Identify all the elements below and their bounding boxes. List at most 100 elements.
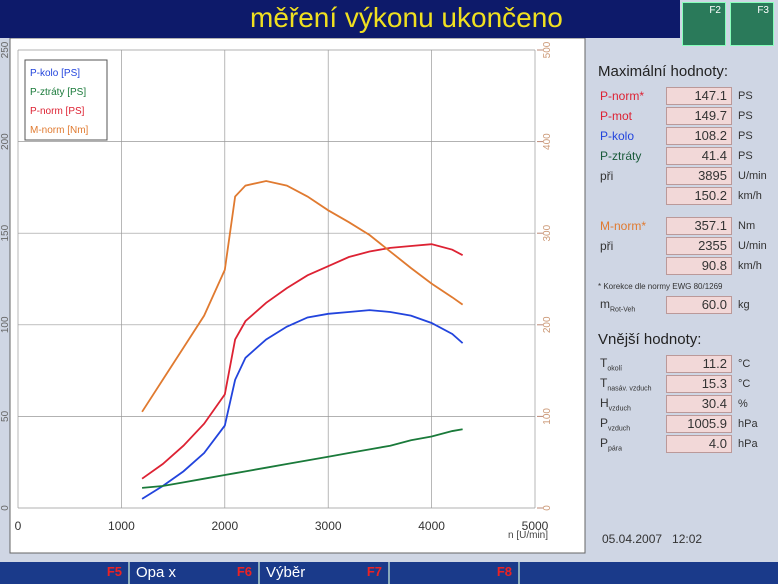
row-unit: % xyxy=(738,398,748,410)
label-sub: nasáv. vzduch xyxy=(607,385,652,393)
function-bar: F5 Opa x F6 Výběr F7 F8 xyxy=(0,562,778,584)
value-row: M-norm* 357.1 Nm xyxy=(590,216,778,236)
value-row: Tnasáv. vzduch 15.3 °C xyxy=(590,374,778,394)
row-value: 1005.9 xyxy=(666,415,732,433)
row-label: P-kolo xyxy=(600,129,635,143)
value-row: 150.2 km/h xyxy=(590,186,778,206)
series-line xyxy=(141,243,464,480)
value-row: P-ztráty 41.4 PS xyxy=(590,146,778,166)
function-key[interactable]: F5 xyxy=(0,562,130,584)
key-label: Výběr xyxy=(266,564,306,581)
row-label: Tnasáv. vzduch xyxy=(590,376,666,392)
value-row: Ppára 4.0 hPa xyxy=(590,434,778,454)
row-value: 30.4 xyxy=(666,395,732,413)
series-line xyxy=(142,428,463,489)
row-value: 149.7 xyxy=(666,107,732,125)
y2-tick-label: 0 xyxy=(542,505,553,511)
row-unit: km/h xyxy=(738,190,762,202)
row-unit: PS xyxy=(738,110,753,122)
row-value: 90.8 xyxy=(666,257,732,275)
row-label: M-norm* xyxy=(600,219,647,233)
row-unit: hPa xyxy=(738,418,758,430)
series-line xyxy=(141,309,464,500)
key-code: F7 xyxy=(366,564,382,579)
y-tick-label: 200 xyxy=(0,133,11,150)
row-label: P-norm* xyxy=(600,89,645,103)
x-tick-label: 5000 xyxy=(522,519,549,533)
row-value: 4.0 xyxy=(666,435,732,453)
row-value: 60.0 xyxy=(666,296,732,314)
label-main: m xyxy=(600,296,610,311)
row-unit: PS xyxy=(738,150,753,162)
value-row: mRot-Veh 60.0 kg xyxy=(590,295,778,315)
row-label: při xyxy=(600,169,614,183)
value-row: Hvzduch 30.4% xyxy=(590,394,778,414)
function-key[interactable]: Výběr F7 xyxy=(260,562,390,584)
x-tick-label: 2000 xyxy=(211,519,238,533)
value-row: při 3895 U/min xyxy=(590,166,778,186)
date-time: 05.04.2007 12:02 xyxy=(602,532,703,546)
header: měření výkonu ukončeno xyxy=(0,0,680,38)
label-sub: okolí xyxy=(607,365,623,373)
row-unit: hPa xyxy=(738,438,758,450)
value-row: P-norm* 147.1 PS xyxy=(590,86,778,106)
y2-tick-label: 400 xyxy=(542,133,553,150)
row-unit: km/h xyxy=(738,260,762,272)
row-label: Hvzduch xyxy=(590,396,666,412)
row-unit: PS xyxy=(738,90,753,102)
row-unit: °C xyxy=(738,378,751,390)
function-key[interactable]: F8 xyxy=(390,562,520,584)
row-label: Tokolí xyxy=(590,356,666,372)
value-row: 90.8 km/h xyxy=(590,256,778,276)
label-main: H xyxy=(600,395,609,410)
row-value: 15.3 xyxy=(666,375,732,393)
f2-key[interactable]: F2 xyxy=(682,2,726,46)
row-unit: kg xyxy=(738,299,750,311)
row-value: 2355 xyxy=(666,237,732,255)
x-tick-label: 3000 xyxy=(315,519,342,533)
row-label: Pvzduch xyxy=(590,416,666,432)
x-axis-label: n [U/min] xyxy=(508,530,548,541)
y-tick-label: 50 xyxy=(0,410,11,422)
y-tick-label: 100 xyxy=(0,316,11,333)
y2-tick-label: 300 xyxy=(542,224,553,241)
row-unit: Nm xyxy=(738,220,756,232)
row-value: 357.1 xyxy=(666,217,732,235)
y-tick-label: 150 xyxy=(0,224,11,241)
row-unit: U/min xyxy=(738,170,767,182)
row-unit: U/min xyxy=(738,240,767,252)
legend-entry: M-norm [Nm] xyxy=(30,125,89,136)
row-label: při xyxy=(600,239,614,253)
row-value: 147.1 xyxy=(666,87,732,105)
value-row: Pvzduch 1005.9 hPa xyxy=(590,414,778,434)
label-main: P xyxy=(600,415,609,430)
row-label: mRot-Veh xyxy=(590,297,666,313)
legend-box xyxy=(24,59,108,141)
key-code: F6 xyxy=(236,564,252,579)
label-main: T xyxy=(600,355,608,370)
row-label: P-ztráty xyxy=(600,149,642,163)
section-title: Maximální hodnoty: xyxy=(598,63,729,80)
row-unit: PS xyxy=(738,130,753,142)
x-tick-label: 0 xyxy=(15,519,22,533)
y-tick-label: 0 xyxy=(0,505,11,511)
key-label: Opa x xyxy=(136,564,177,581)
row-value: 108.2 xyxy=(666,127,732,145)
function-key[interactable]: Opa x F6 xyxy=(130,562,260,584)
values-panel: Maximální hodnoty: P-norm* 147.1 PS P-mot 149… xyxy=(590,55,778,555)
label-main: T xyxy=(600,375,608,390)
label-sub: pára xyxy=(608,445,623,453)
row-value: 41.4 xyxy=(666,147,732,165)
key-code: F5 xyxy=(106,564,122,579)
x-tick-label: 4000 xyxy=(418,519,445,533)
row-label: P-mot xyxy=(600,109,633,123)
label-sub: vzduch xyxy=(608,425,631,433)
row-unit: °C xyxy=(738,358,751,370)
legend-entry: P-norm [PS] xyxy=(30,106,85,117)
row-value: 11.2 xyxy=(666,355,732,373)
label-sub: vzduch xyxy=(608,405,631,413)
value-row: P-kolo 108.2 PS xyxy=(590,126,778,146)
f3-key[interactable]: F3 xyxy=(730,2,774,46)
value-row: při 2355 U/min xyxy=(590,236,778,256)
